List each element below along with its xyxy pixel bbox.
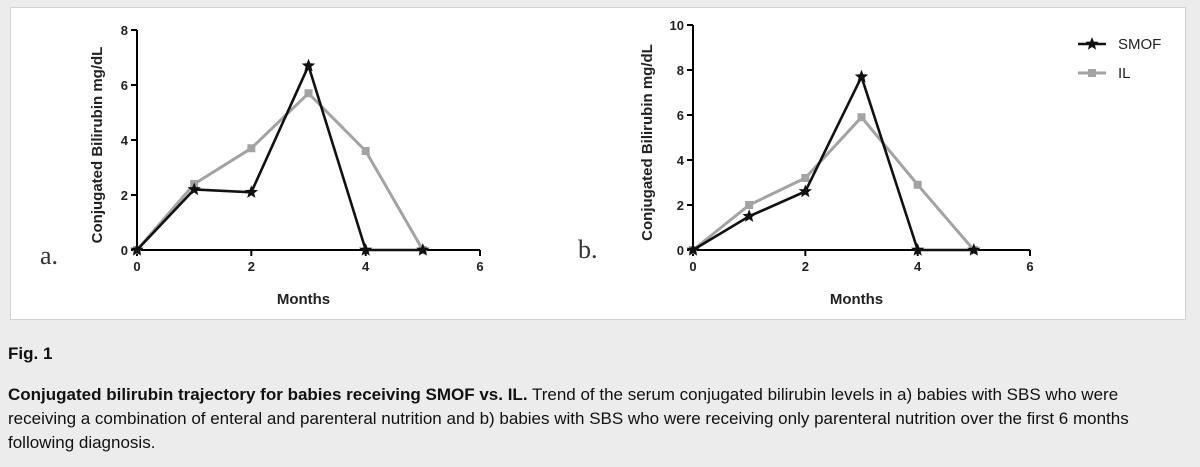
data-point-a-il-2 <box>247 144 256 153</box>
series-line-a-il <box>135 91 425 251</box>
panel-letter-a: a. <box>40 241 58 270</box>
y-tick-label-a-6: 6 <box>121 78 128 93</box>
legend-label-il: IL <box>1118 65 1131 82</box>
data-point-a-il-3 <box>304 89 313 98</box>
data-point-a-smof-5 <box>416 243 430 256</box>
x-tick-label-a-0: 0 <box>133 259 140 274</box>
data-point-a-smof-1 <box>187 182 201 196</box>
data-point-b-smof-1 <box>742 209 756 222</box>
data-point-b-smof-0 <box>686 243 700 256</box>
y-tick-label-b-2: 2 <box>677 198 684 213</box>
series-line-b-il <box>692 114 975 252</box>
data-point-a-il-4 <box>361 147 370 155</box>
y-tick-label-a-8: 8 <box>121 23 128 38</box>
data-point-b-smof-5 <box>967 243 981 256</box>
y-axis-label-a: Conjugated Bilirubin mg/dL <box>89 47 106 244</box>
x-axis-label-b: Months <box>830 291 883 308</box>
data-point-a-smof-4 <box>359 243 373 256</box>
panel-letter-b: b. <box>578 235 598 264</box>
data-point-b-smof-2 <box>798 184 812 198</box>
figure-caption: Conjugated bilirubin trajectory for babi… <box>8 383 1188 455</box>
data-point-a-smof-3 <box>301 58 316 72</box>
y-tick-label-b-8: 8 <box>677 63 684 78</box>
caption-title: Conjugated bilirubin trajectory for babi… <box>8 385 528 404</box>
data-point-a-smof-2 <box>244 185 258 198</box>
x-tick-label-b-2: 2 <box>802 259 809 274</box>
data-point-a-smof-0 <box>130 243 144 256</box>
x-tick-label-a-4: 4 <box>362 259 370 274</box>
data-point-b-il-3 <box>857 113 866 122</box>
data-point-b-il-4 <box>913 180 922 189</box>
data-point-b-il-2 <box>801 174 810 182</box>
series-line-a-smof <box>136 62 423 252</box>
legend-label-smof: SMOF <box>1118 36 1161 53</box>
data-point-b-smof-3 <box>854 69 869 83</box>
y-tick-label-a-4: 4 <box>121 133 129 148</box>
y-tick-label-a-0: 0 <box>121 243 128 258</box>
y-tick-label-a-2: 2 <box>121 188 128 203</box>
series-line-b-smof <box>692 73 974 252</box>
data-point-b-smof-4 <box>911 243 925 256</box>
data-point-b-il-1 <box>745 201 754 209</box>
y-tick-label-b-4: 4 <box>677 153 685 168</box>
figure-charts: 0 2 4 6 0 2 4 6 8 Months Conjugated Bilirubin mg/d… <box>40 18 1161 308</box>
caption-body: Trend of the serum conjugated bilirubin … <box>8 385 1129 452</box>
y-tick-label-b-0: 0 <box>677 243 684 258</box>
x-tick-label-a-2: 2 <box>248 259 255 274</box>
legend-marker-smof <box>1085 37 1099 50</box>
figure-label: Fig. 1 <box>8 344 53 363</box>
x-tick-label-b-0: 0 <box>689 259 696 274</box>
x-axis-label-a: Months <box>277 291 330 308</box>
y-tick-label-b-6: 6 <box>677 108 684 123</box>
x-tick-label-b-4: 4 <box>914 259 922 274</box>
legend-marker-il <box>1088 69 1096 77</box>
y-tick-label-b-10: 10 <box>670 18 684 33</box>
x-tick-label-b-6: 6 <box>1026 259 1033 274</box>
figure-panel <box>10 7 1186 320</box>
x-tick-label-a-6: 6 <box>476 259 483 274</box>
y-axis-label-b: Conjugated Bilirubin mg/dL <box>639 44 656 241</box>
